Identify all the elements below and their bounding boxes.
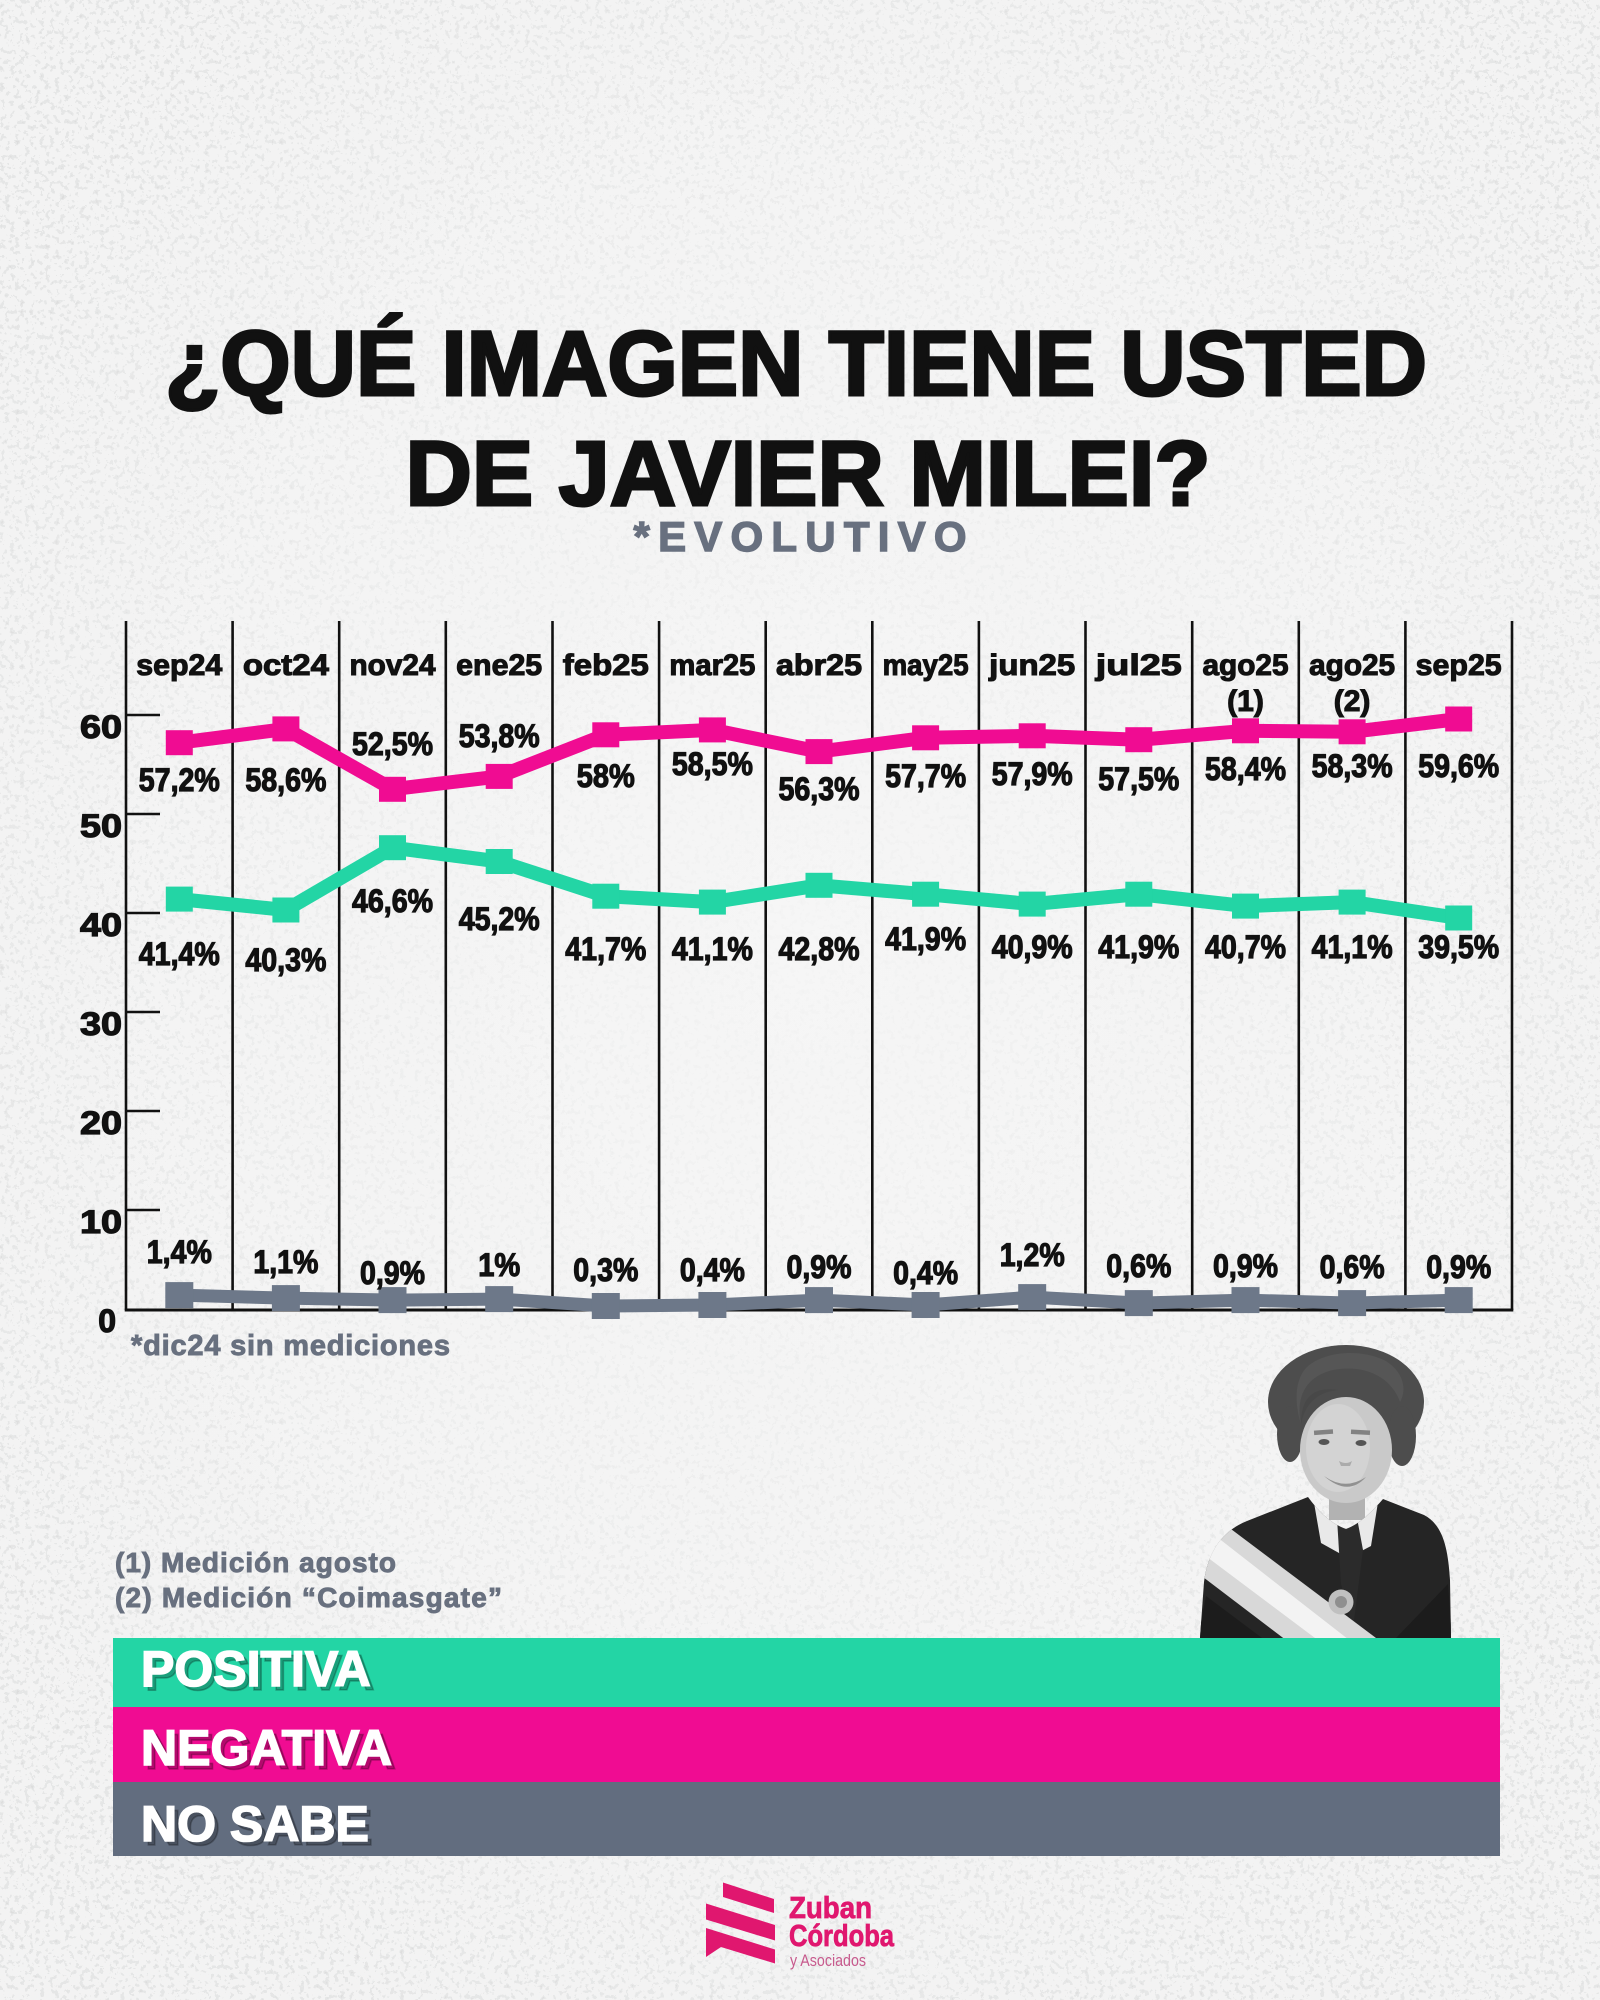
svg-text:Zuban: Zuban [789, 1890, 872, 1925]
svg-text:57,5%: 57,5% [1098, 761, 1179, 797]
svg-text:1,4%: 1,4% [147, 1234, 212, 1270]
svg-text:45,2%: 45,2% [459, 901, 540, 937]
svg-text:sep24: sep24 [136, 649, 222, 682]
svg-text:0,3%: 0,3% [573, 1252, 638, 1288]
svg-text:may25: may25 [883, 649, 969, 682]
svg-text:*dic24 sin mediciones: *dic24 sin mediciones [131, 1330, 450, 1362]
svg-text:NEGATIVA: NEGATIVA [141, 1720, 392, 1776]
svg-text:0,9%: 0,9% [1426, 1249, 1491, 1285]
svg-text:¿QUÉ IMAGEN TIENE USTED: ¿QUÉ IMAGEN TIENE USTED [165, 312, 1427, 415]
svg-text:41,1%: 41,1% [672, 931, 753, 967]
svg-text:1%: 1% [478, 1247, 520, 1283]
svg-text:30: 30 [80, 1006, 122, 1042]
svg-text:Córdoba: Córdoba [789, 1918, 895, 1953]
svg-text:41,9%: 41,9% [1098, 929, 1179, 965]
svg-text:58,3%: 58,3% [1312, 748, 1393, 784]
svg-text:jun25: jun25 [988, 649, 1075, 682]
svg-text:0,4%: 0,4% [680, 1252, 745, 1288]
svg-text:0: 0 [98, 1303, 116, 1339]
svg-text:abr25: abr25 [776, 649, 862, 682]
svg-text:NO SABE: NO SABE [145, 1800, 373, 1856]
svg-text:40: 40 [80, 907, 122, 943]
svg-text:41,9%: 41,9% [885, 921, 966, 957]
svg-text:0,9%: 0,9% [787, 1249, 852, 1285]
svg-text:feb25: feb25 [563, 649, 649, 682]
svg-text:1,2%: 1,2% [1000, 1237, 1065, 1273]
svg-text:ago25: ago25 [1203, 649, 1289, 682]
svg-text:40,3%: 40,3% [245, 942, 326, 978]
svg-text:nov24: nov24 [350, 649, 436, 682]
svg-text:60: 60 [80, 709, 122, 745]
svg-text:ago25: ago25 [1309, 649, 1395, 682]
svg-text:jul25: jul25 [1095, 649, 1182, 682]
svg-text:42,8%: 42,8% [779, 931, 860, 967]
svg-text:56,3%: 56,3% [779, 771, 860, 807]
svg-text:0,6%: 0,6% [1106, 1248, 1171, 1284]
svg-text:0,6%: 0,6% [1320, 1249, 1385, 1285]
svg-text:46,6%: 46,6% [352, 883, 433, 919]
svg-text:sep25: sep25 [1416, 649, 1502, 682]
svg-text:POSITIVA: POSITIVA [145, 1645, 375, 1701]
svg-text:41,7%: 41,7% [565, 931, 646, 967]
svg-text:(1): (1) [1227, 685, 1264, 718]
svg-text:POSITIVA: POSITIVA [141, 1641, 371, 1697]
svg-text:10: 10 [80, 1204, 122, 1240]
svg-text:(2) Medición “Coimasgate”: (2) Medición “Coimasgate” [115, 1582, 502, 1613]
svg-text:50: 50 [80, 808, 122, 844]
svg-text:58,5%: 58,5% [672, 746, 753, 782]
svg-text:ene25: ene25 [456, 649, 542, 682]
svg-text:1,1%: 1,1% [253, 1244, 318, 1280]
svg-text:mar25: mar25 [669, 649, 755, 682]
svg-text:41,1%: 41,1% [1312, 929, 1393, 965]
svg-text:20: 20 [80, 1105, 122, 1141]
svg-text:0,9%: 0,9% [1213, 1248, 1278, 1284]
svg-text:58%: 58% [577, 758, 635, 794]
svg-text:NEGATIVA: NEGATIVA [145, 1724, 396, 1780]
svg-text:58,4%: 58,4% [1205, 751, 1286, 787]
svg-text:DE JAVIER MILEI?: DE JAVIER MILEI? [406, 423, 1211, 525]
svg-text:0,4%: 0,4% [893, 1255, 958, 1291]
svg-text:58,6%: 58,6% [245, 762, 326, 798]
svg-text:oct24: oct24 [243, 649, 329, 682]
svg-text:39,5%: 39,5% [1418, 929, 1499, 965]
svg-text:59,6%: 59,6% [1418, 748, 1499, 784]
svg-text:41,4%: 41,4% [139, 936, 220, 972]
svg-text:(2): (2) [1334, 685, 1371, 718]
svg-text:57,2%: 57,2% [139, 762, 220, 798]
svg-text:40,7%: 40,7% [1205, 929, 1286, 965]
svg-text:53,8%: 53,8% [459, 718, 540, 754]
svg-text:(1) Medición agosto: (1) Medición agosto [115, 1547, 396, 1578]
svg-text:y Asociados: y Asociados [790, 1951, 866, 1970]
svg-text:0,9%: 0,9% [360, 1255, 425, 1291]
svg-text:57,9%: 57,9% [992, 756, 1073, 792]
svg-text:40,9%: 40,9% [992, 929, 1073, 965]
svg-text:NO SABE: NO SABE [141, 1796, 369, 1852]
svg-text:57,7%: 57,7% [885, 758, 966, 794]
svg-text:52,5%: 52,5% [352, 726, 433, 762]
